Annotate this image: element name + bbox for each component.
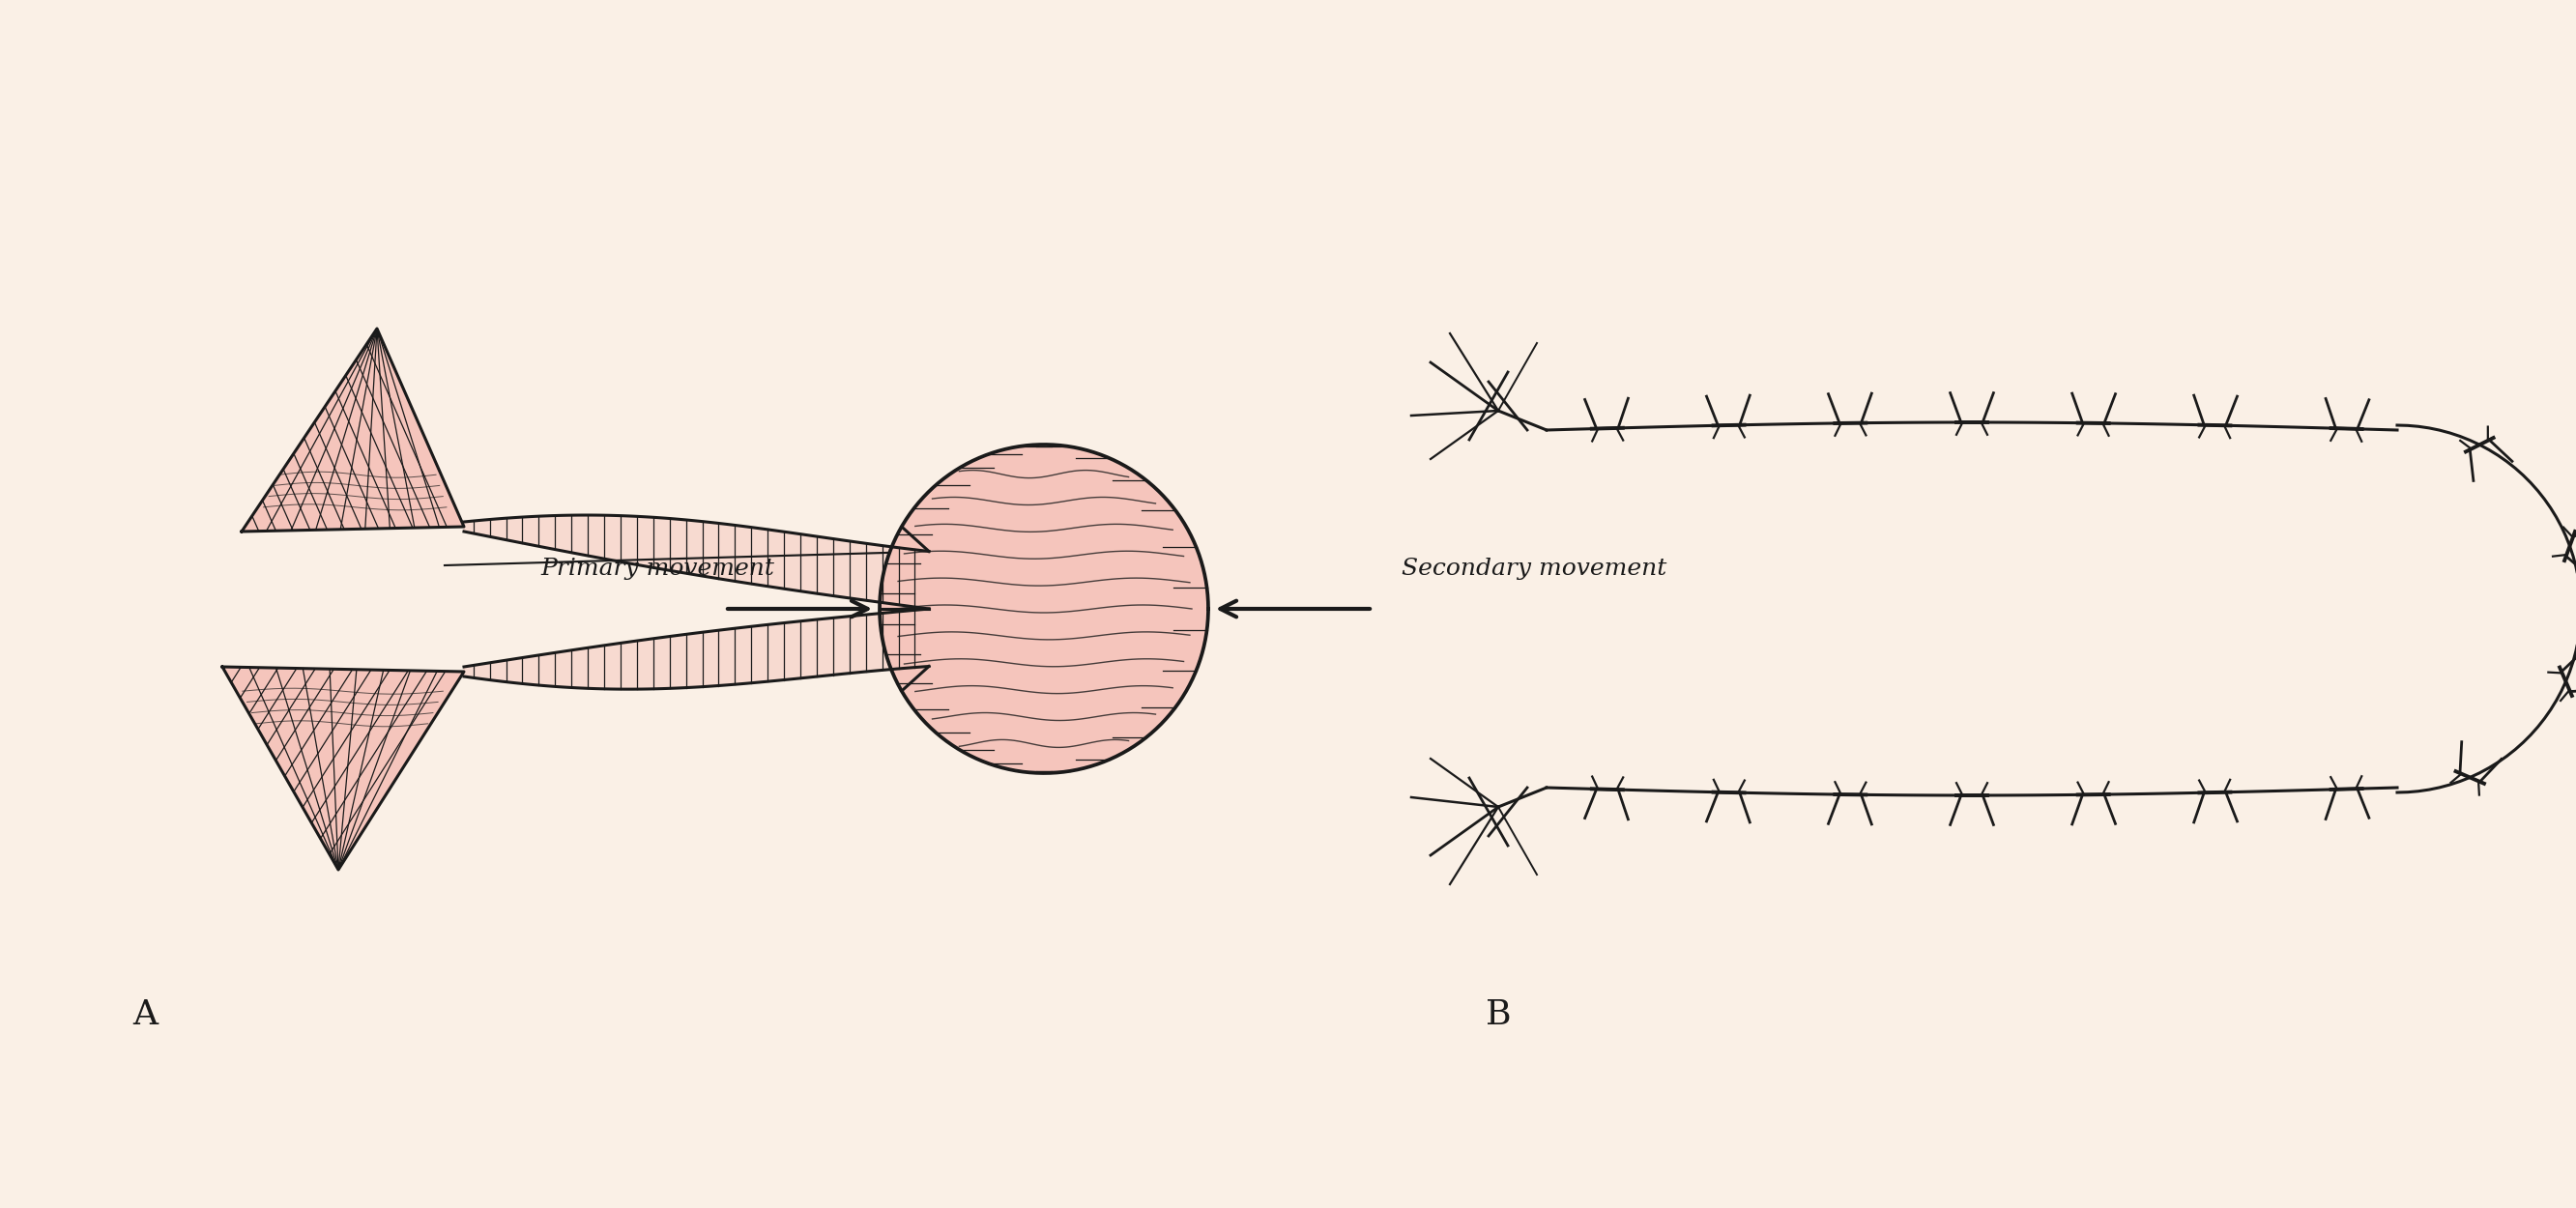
Text: Primary movement: Primary movement [541,558,775,580]
Text: Secondary movement: Secondary movement [1401,558,1667,580]
Text: A: A [131,998,157,1032]
Text: B: B [1486,998,1512,1032]
Polygon shape [222,667,464,870]
Polygon shape [878,445,1208,773]
Polygon shape [464,609,930,690]
Polygon shape [464,515,930,609]
Polygon shape [242,329,464,532]
